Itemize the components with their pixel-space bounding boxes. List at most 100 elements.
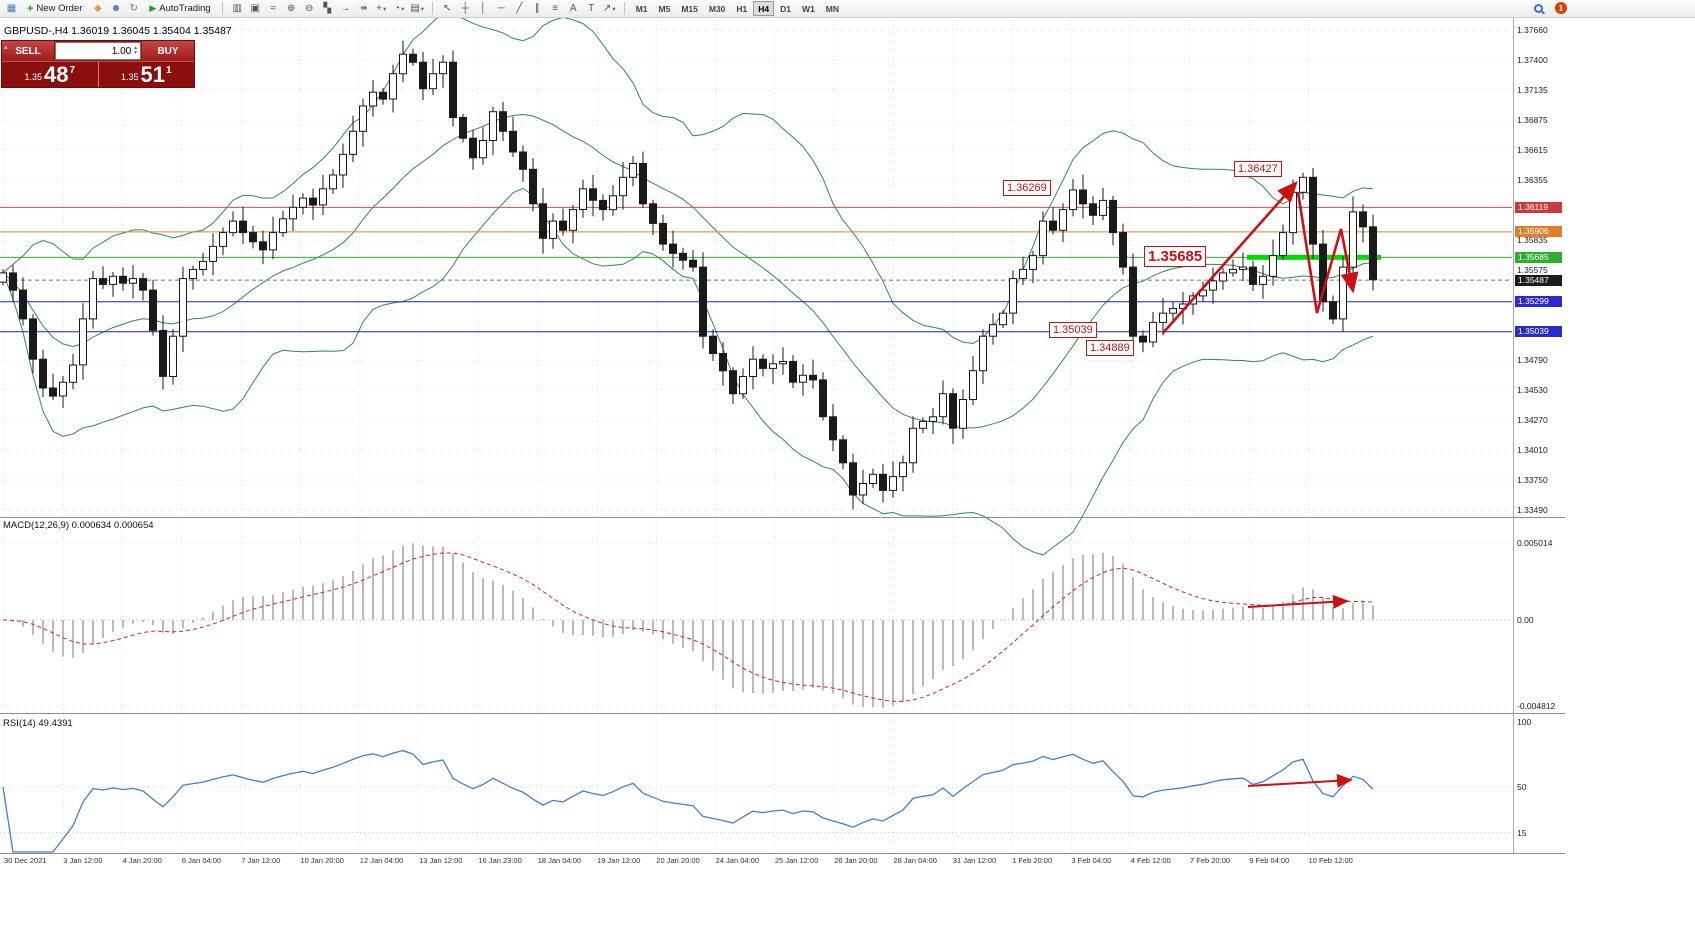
- bar-chart-icon[interactable]: ▥: [232, 3, 242, 14]
- timeframe-button-m15[interactable]: M15: [681, 3, 698, 14]
- macd-name: MACD(12,26,9): [3, 520, 69, 531]
- templates-icon[interactable]: ▤ ▾: [410, 3, 425, 14]
- timeframe-button-h4[interactable]: H4: [753, 1, 775, 16]
- volume-stepper[interactable]: ▴ ▾: [134, 45, 137, 56]
- experts-icon[interactable]: ☻: [110, 3, 122, 14]
- candle-body: [119, 275, 127, 284]
- indicators-add-icon[interactable]: + ▾: [376, 3, 387, 14]
- candle-body: [629, 163, 637, 178]
- new-chart-icon[interactable]: ▦: [6, 3, 17, 14]
- candlestick-chart-icon[interactable]: ▣: [250, 3, 260, 14]
- candle-body: [869, 473, 877, 484]
- arrow-tools-icon[interactable]: ↗ ▾: [602, 3, 616, 14]
- rsi-line: [2, 749, 1374, 853]
- candle-body: [479, 140, 487, 159]
- candle-body: [329, 174, 337, 190]
- candle-body: [689, 259, 697, 268]
- zoom-out-icon[interactable]: ⊖: [305, 3, 314, 14]
- zoom-in-icon[interactable]: ⊕: [287, 3, 296, 14]
- vertical-line-icon[interactable]: │: [480, 3, 487, 14]
- window-corner-icons: 1: [1534, 2, 1567, 14]
- rsi-value: 49.4391: [38, 718, 73, 729]
- cursor-icon[interactable]: ↖: [443, 3, 452, 14]
- fibonacci-icon[interactable]: ≡: [552, 3, 559, 14]
- volume-input[interactable]: 1.00 ▴ ▾: [55, 42, 141, 60]
- channel-icon[interactable]: ∥: [534, 3, 540, 14]
- buy-button[interactable]: BUY: [142, 41, 194, 61]
- timeframe-button-d1[interactable]: D1: [780, 3, 792, 14]
- timeframe-button-m1[interactable]: M1: [635, 3, 648, 14]
- timeframe-button-m5[interactable]: M5: [658, 3, 671, 14]
- dropdown-caret-icon: ▾: [401, 5, 405, 13]
- candle-body: [69, 364, 77, 383]
- metaquotes-icon[interactable]: ◆: [94, 3, 102, 14]
- timeframe-button-h1[interactable]: H1: [736, 3, 748, 14]
- periods-icon[interactable]: ◔ ▾: [394, 3, 405, 14]
- candle-body: [429, 73, 437, 90]
- buy-price-display[interactable]: 1.35 51 1: [97, 62, 195, 87]
- chart-shift-icon[interactable]: ↠: [359, 3, 368, 14]
- tile-windows-icon[interactable]: ▚: [323, 3, 332, 14]
- support-zone-line[interactable]: [1247, 254, 1381, 260]
- candle-body: [9, 272, 17, 291]
- candle-body: [59, 381, 67, 397]
- refresh-icon[interactable]: ↻: [129, 3, 139, 14]
- candle-body: [939, 393, 947, 418]
- candle-body: [269, 232, 277, 251]
- candle-body: [1149, 321, 1157, 343]
- macd-trend-arrow[interactable]: [1247, 594, 1349, 609]
- timeframe-button-m30[interactable]: M30: [708, 3, 726, 14]
- sell-price-display[interactable]: 1.35 48 7: [2, 62, 98, 87]
- volume-value: 1.00: [111, 45, 132, 57]
- candle-body: [99, 278, 107, 285]
- macd-values: 0.000634 0.000654: [71, 520, 154, 531]
- candle-body: [779, 361, 787, 365]
- rsi-trend-arrow[interactable]: [1247, 773, 1353, 788]
- candle-body: [839, 439, 847, 464]
- candle-body: [1249, 266, 1257, 285]
- candle-body: [109, 275, 117, 285]
- candle-body: [509, 130, 517, 153]
- candle-body: [979, 335, 987, 372]
- candle-body: [0, 272, 7, 283]
- candle-body: [759, 358, 767, 369]
- new-order-label: New Order: [36, 3, 83, 14]
- auto-scroll-icon[interactable]: →: [340, 3, 351, 14]
- notification-badge[interactable]: 1: [1555, 2, 1567, 14]
- candle-body: [969, 370, 977, 401]
- sell-button[interactable]: SELL: [2, 41, 54, 61]
- price-path-arrow[interactable]: [1296, 191, 1359, 314]
- trendline-icon[interactable]: ╱: [516, 3, 523, 14]
- toolbar-group-experts: ◆ ☻ ↻: [89, 1, 142, 17]
- trend-arrow-up[interactable]: [1162, 181, 1298, 334]
- candle-body: [369, 91, 377, 107]
- buy-price-sup: 1: [165, 65, 172, 76]
- candle-body: [599, 199, 607, 211]
- search-icon[interactable]: [1534, 3, 1543, 13]
- horizontal-line-icon[interactable]: ─: [497, 3, 505, 14]
- candle-body: [999, 312, 1007, 326]
- timeframe-buttons: M1 M5 M15 M30 H1 H4 D1 W1 MN: [631, 1, 844, 16]
- candle-body: [169, 335, 177, 378]
- sell-price-prefix: 1.35: [24, 72, 42, 82]
- candle-body: [579, 188, 587, 211]
- timeframe-button-mn[interactable]: MN: [825, 3, 840, 14]
- new-order-button[interactable]: + New Order: [22, 1, 87, 17]
- timeframe-button-w1[interactable]: W1: [802, 3, 815, 14]
- text-icon[interactable]: A: [569, 3, 577, 14]
- candle-body: [699, 266, 707, 337]
- autotrading-button[interactable]: ▶ AutoTrading: [144, 1, 215, 17]
- crosshair-icon[interactable]: ┼: [461, 3, 469, 14]
- candle-body: [1279, 232, 1287, 257]
- line-chart-icon[interactable]: ≈: [270, 3, 276, 14]
- candle-body: [419, 61, 427, 90]
- play-icon: ▶: [149, 3, 157, 13]
- macd-indicator-label: MACD(12,26,9) 0.000634 0.000654: [3, 520, 154, 531]
- collapse-trade-panel-icon[interactable]: ▴: [4, 44, 8, 51]
- candle-body: [899, 462, 907, 478]
- candle-body: [279, 218, 287, 234]
- candle-body: [89, 278, 97, 320]
- candle-body: [489, 111, 497, 141]
- label-icon[interactable]: T: [588, 3, 595, 14]
